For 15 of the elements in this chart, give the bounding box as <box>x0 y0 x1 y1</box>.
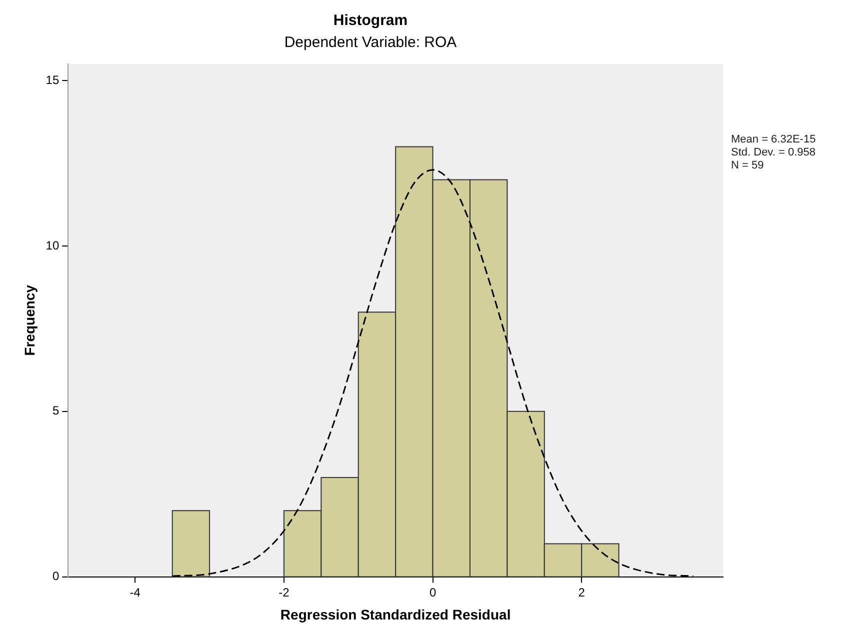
text: Std. Dev. = 0.958 <box>731 146 816 159</box>
x-tick-label: 2 <box>578 585 586 600</box>
chart-title: Histogram <box>333 12 408 30</box>
y-axis-title: Frequency <box>21 284 38 356</box>
text: N = 59 <box>731 160 764 172</box>
y-tick-label: 5 <box>52 404 60 418</box>
chart-subtitle: Dependent Variable: ROA <box>284 34 457 52</box>
text: Mean = 6.32E-15 <box>731 134 816 146</box>
x-axis-title: Regression Standardized Residual <box>280 606 511 622</box>
y-tick-label: 15 <box>46 72 60 87</box>
x-tick-label: 0 <box>429 585 436 600</box>
x-tick-label: -4 <box>130 585 141 600</box>
y-tick-label: 0 <box>52 569 60 584</box>
y-tick-label: 10 <box>46 238 60 252</box>
x-tick-label: -2 <box>278 585 290 600</box>
